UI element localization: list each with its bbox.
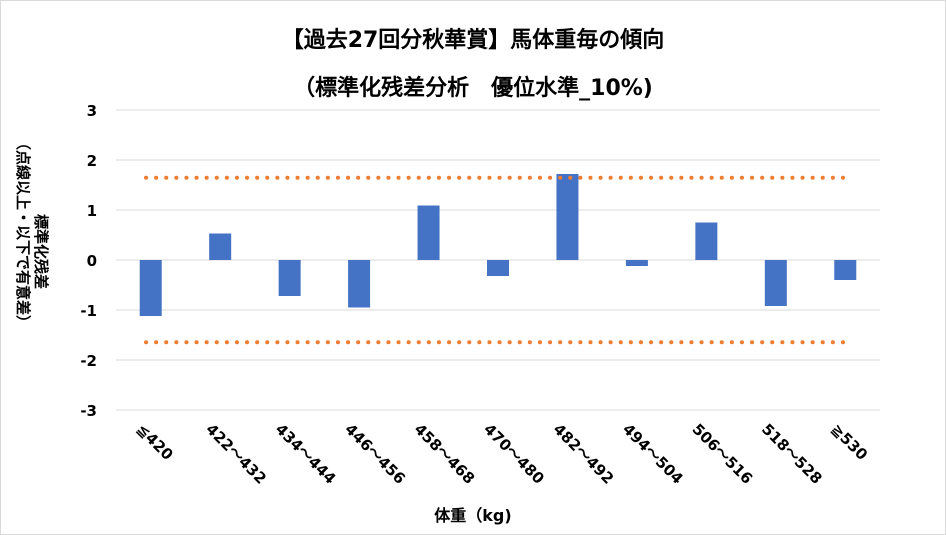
bars bbox=[139, 174, 857, 316]
x-tick-label: 422～432 bbox=[202, 420, 270, 488]
bar bbox=[556, 174, 579, 260]
x-tick-label: ≦420 bbox=[133, 420, 177, 464]
x-tick-label: 518～528 bbox=[758, 420, 826, 488]
bar bbox=[139, 260, 162, 316]
y-tick-label: 3 bbox=[87, 102, 97, 120]
y-tick-label: -3 bbox=[80, 402, 97, 420]
x-tick-label: 482～492 bbox=[550, 420, 618, 488]
y-tick-label: 0 bbox=[87, 252, 97, 270]
bar bbox=[348, 260, 371, 308]
x-tick-labels: ≦420 422～432 434～444 446～456 458～468 470～480 4… bbox=[133, 420, 871, 488]
bar bbox=[834, 260, 857, 280]
bar bbox=[487, 260, 509, 276]
x-tick-label: 494～504 bbox=[619, 420, 687, 488]
x-tick-label: 506～516 bbox=[689, 420, 757, 488]
x-tick-label: 458～468 bbox=[411, 420, 479, 488]
bar bbox=[209, 233, 232, 260]
y-tick-label: 1 bbox=[87, 202, 97, 220]
x-tick-label: ≧530 bbox=[827, 420, 871, 464]
x-tick-label: 446～456 bbox=[341, 420, 409, 488]
y-tick-labels: 3 2 1 0 -1 -2 -3 bbox=[80, 102, 97, 420]
bar bbox=[764, 260, 787, 306]
bar bbox=[417, 205, 440, 260]
bar bbox=[625, 260, 648, 266]
y-tick-label: -2 bbox=[80, 352, 97, 370]
x-tick-label: 434～444 bbox=[272, 420, 340, 488]
bar bbox=[695, 222, 718, 260]
chart-subtitle: （標準化残差分析 優位水準_10%) bbox=[293, 76, 653, 101]
chart-title: 【過去27回分秋華賞】馬体重毎の傾向 bbox=[281, 28, 665, 53]
y-tick-label: 2 bbox=[87, 152, 97, 170]
y-tick-label: -1 bbox=[80, 302, 97, 320]
threshold-lines bbox=[144, 175, 852, 345]
x-axis-title: 体重（kg) bbox=[434, 506, 512, 525]
x-tick-label: 470～480 bbox=[480, 420, 548, 488]
bar bbox=[278, 260, 301, 296]
